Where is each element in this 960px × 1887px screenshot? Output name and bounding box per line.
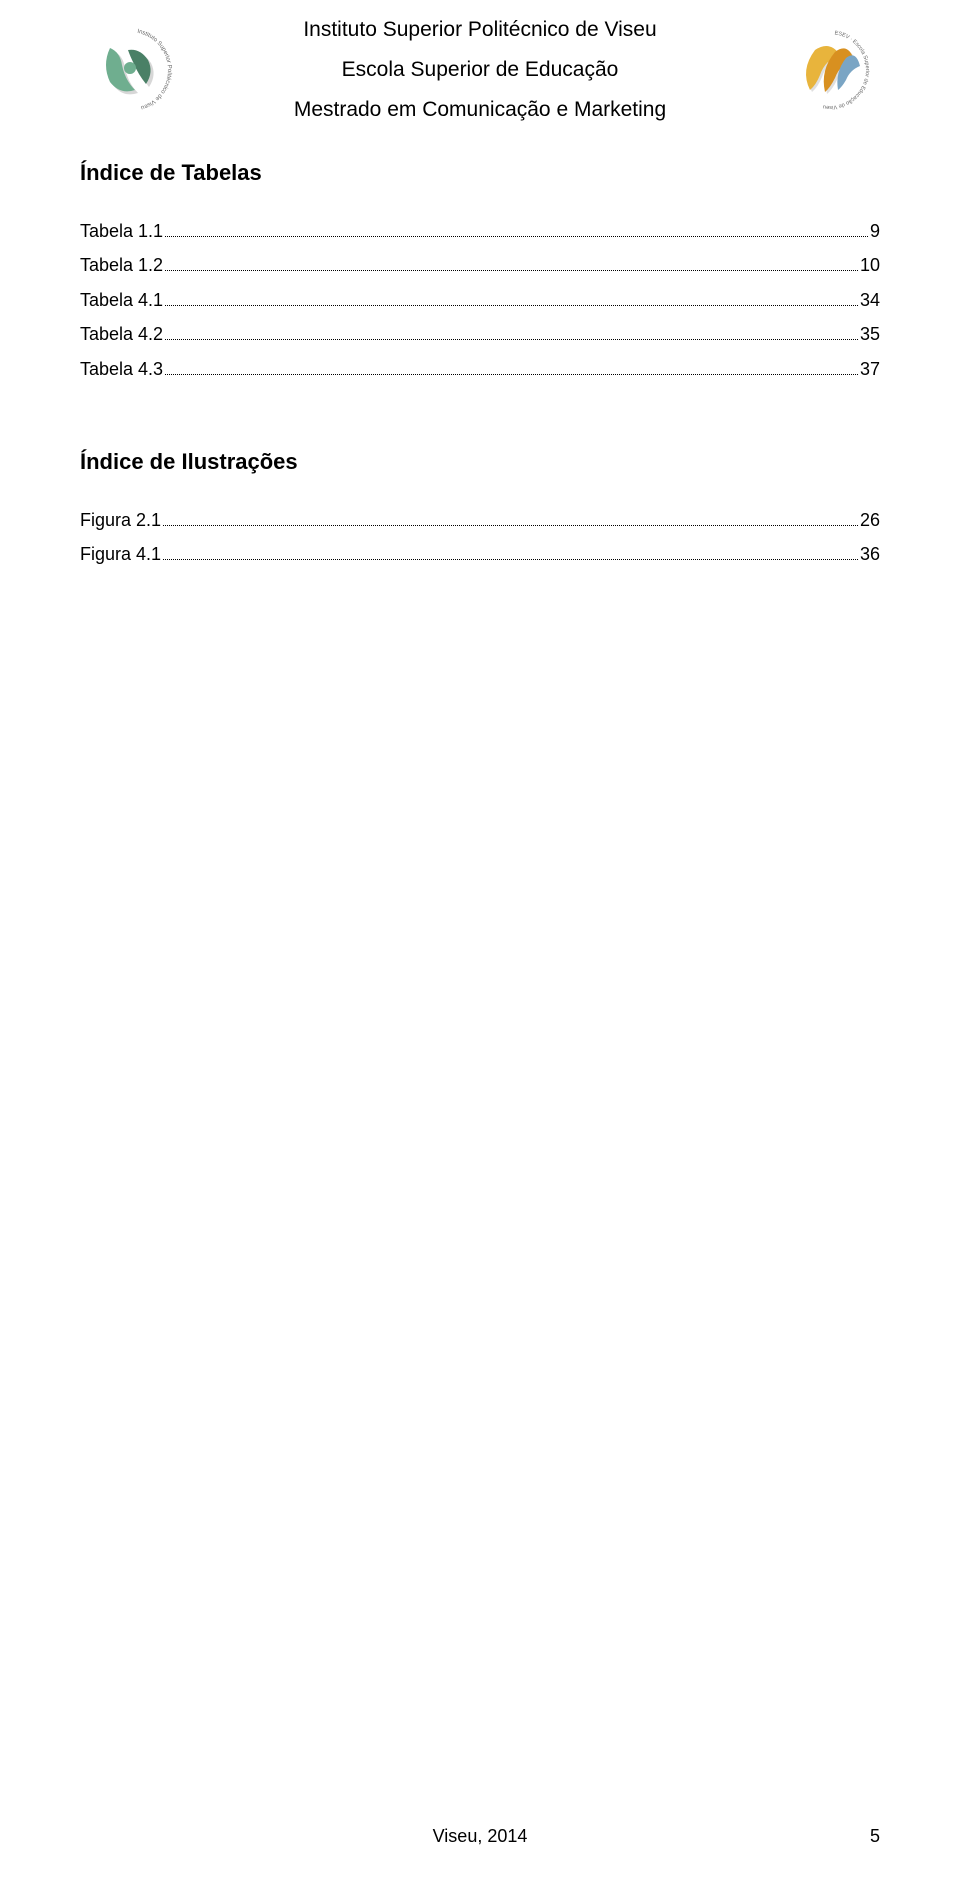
toc-leader-dots: [163, 508, 858, 526]
toc-leader-dots: [165, 322, 858, 340]
toc-leader-dots: [165, 253, 858, 271]
toc-entry: Tabela 4.1 34: [80, 285, 880, 316]
toc-entry: Figura 4.1 36: [80, 539, 880, 570]
toc-leader-dots: [165, 357, 858, 375]
header-line-3: Mestrado em Comunicação e Marketing: [180, 90, 780, 130]
page-footer: Viseu, 2014 5: [80, 1826, 880, 1847]
toc-label: Figura 2.1: [80, 505, 161, 536]
toc-page-number: 10: [860, 250, 880, 281]
header-text-block: Instituto Superior Politécnico de Viseu …: [180, 10, 780, 130]
toc-label: Figura 4.1: [80, 539, 161, 570]
toc-page-number: 35: [860, 319, 880, 350]
esev-logo-icon: ESEV · Escola Superior de Educação de Vi…: [780, 20, 880, 120]
page-header: Instituto Superior Politécnico de Viseu …: [80, 10, 880, 130]
toc-entry: Tabela 4.3 37: [80, 354, 880, 385]
logo-right: ESEV · Escola Superior de Educação de Vi…: [780, 20, 880, 120]
toc-label: Tabela 1.2: [80, 250, 163, 281]
toc-page-number: 36: [860, 539, 880, 570]
toc-page-number: 34: [860, 285, 880, 316]
ispv-logo-icon: Instituto Superior Politécnico de Viseu: [80, 20, 180, 120]
header-line-2: Escola Superior de Educação: [180, 50, 780, 90]
toc-entry: Figura 2.1 26: [80, 505, 880, 536]
toc-page-number: 37: [860, 354, 880, 385]
toc-entry: Tabela 1.2 10: [80, 250, 880, 281]
toc-label: Tabela 4.3: [80, 354, 163, 385]
header-line-1: Instituto Superior Politécnico de Viseu: [180, 10, 780, 50]
page-container: Instituto Superior Politécnico de Viseu …: [0, 0, 960, 1887]
footer-page-number: 5: [870, 1826, 880, 1847]
toc-entry: Tabela 4.2 35: [80, 319, 880, 350]
section-title-illustrations: Índice de Ilustrações: [80, 449, 880, 475]
toc-leader-dots: [165, 288, 858, 306]
toc-label: Tabela 4.1: [80, 285, 163, 316]
toc-label: Tabela 4.2: [80, 319, 163, 350]
footer-location-year: Viseu, 2014: [433, 1826, 528, 1847]
section-title-tables: Índice de Tabelas: [80, 160, 880, 186]
logo-left: Instituto Superior Politécnico de Viseu: [80, 20, 180, 120]
toc-leader-dots: [163, 542, 858, 560]
section-gap: [80, 389, 880, 429]
toc-leader-dots: [165, 219, 868, 237]
toc-label: Tabela 1.1: [80, 216, 163, 247]
toc-page-number: 26: [860, 505, 880, 536]
toc-page-number: 9: [870, 216, 880, 247]
toc-entry: Tabela 1.1 9: [80, 216, 880, 247]
